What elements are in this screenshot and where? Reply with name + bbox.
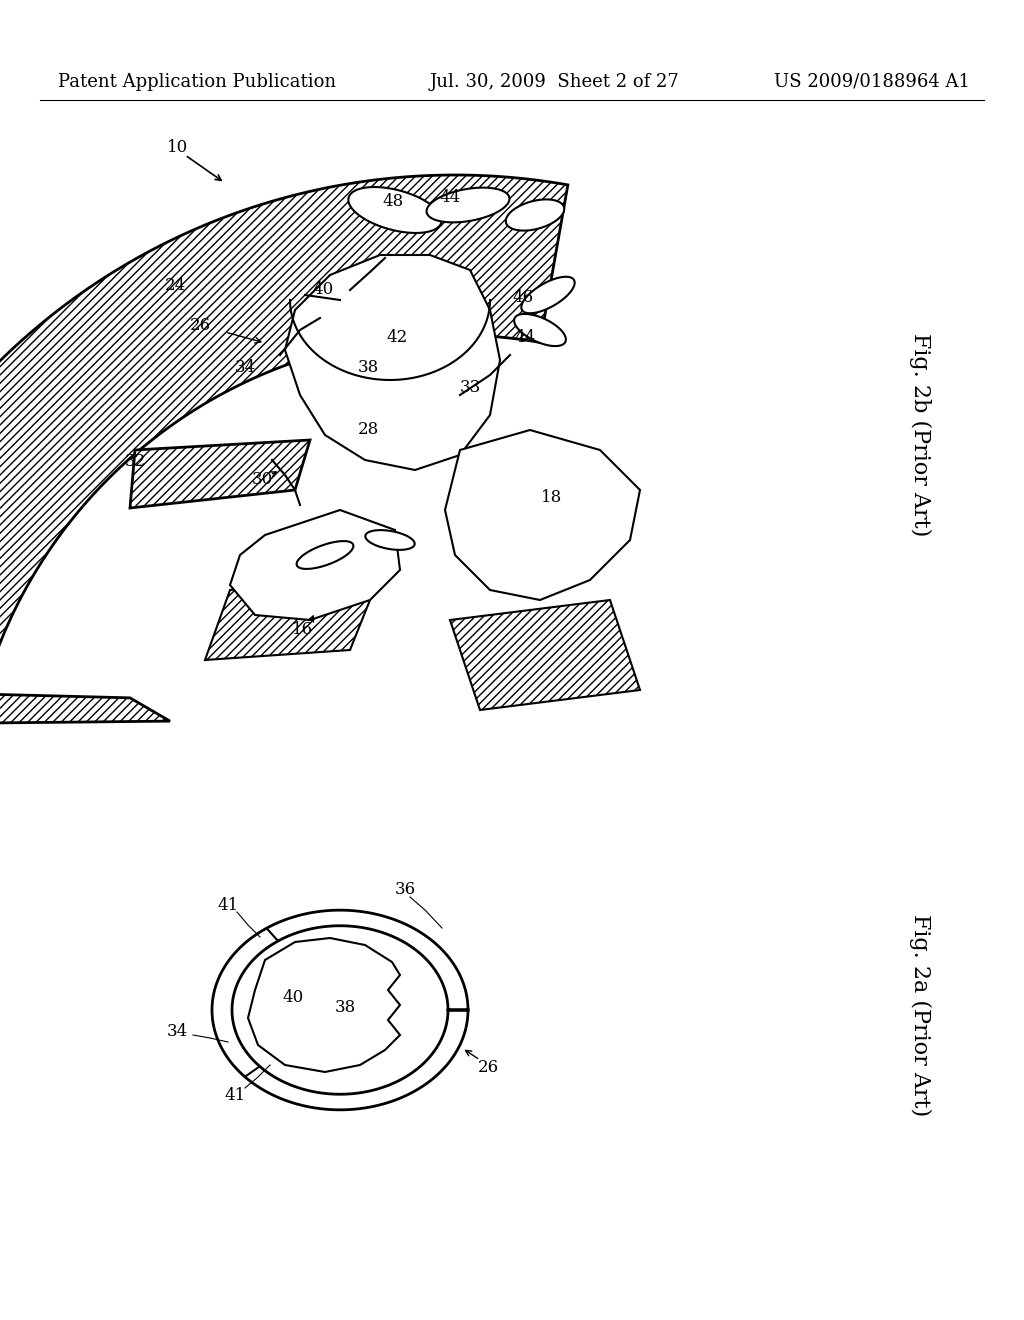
Text: 44: 44 <box>514 330 536 346</box>
Text: 33: 33 <box>460 380 480 396</box>
Text: 26: 26 <box>477 1060 499 1077</box>
Polygon shape <box>427 187 510 222</box>
Polygon shape <box>0 690 170 723</box>
Polygon shape <box>506 199 564 231</box>
Polygon shape <box>297 541 353 569</box>
Text: US 2009/0188964 A1: US 2009/0188964 A1 <box>774 73 970 91</box>
Text: 46: 46 <box>512 289 534 306</box>
Polygon shape <box>450 601 640 710</box>
Polygon shape <box>285 255 500 470</box>
Text: 34: 34 <box>166 1023 187 1040</box>
Text: Fig. 2b (Prior Art): Fig. 2b (Prior Art) <box>909 334 931 537</box>
Text: 36: 36 <box>394 882 416 899</box>
Text: Fig. 2a (Prior Art): Fig. 2a (Prior Art) <box>909 913 931 1117</box>
Text: 40: 40 <box>312 281 334 298</box>
Text: 10: 10 <box>167 140 188 157</box>
Text: 34: 34 <box>234 359 256 376</box>
Text: 38: 38 <box>335 999 355 1016</box>
Text: 40: 40 <box>283 990 304 1006</box>
Text: 41: 41 <box>224 1086 246 1104</box>
Text: 16: 16 <box>292 622 312 639</box>
Polygon shape <box>445 430 640 601</box>
Text: 32: 32 <box>124 454 145 470</box>
Text: Jul. 30, 2009  Sheet 2 of 27: Jul. 30, 2009 Sheet 2 of 27 <box>430 73 680 91</box>
Text: 18: 18 <box>542 490 562 507</box>
Polygon shape <box>366 531 415 550</box>
Text: 24: 24 <box>165 276 185 293</box>
Polygon shape <box>205 576 380 660</box>
Text: 41: 41 <box>217 896 239 913</box>
Polygon shape <box>230 510 400 620</box>
Text: 48: 48 <box>382 194 403 210</box>
Text: 44: 44 <box>439 189 461 206</box>
Text: 42: 42 <box>386 330 408 346</box>
Text: 38: 38 <box>357 359 379 376</box>
Polygon shape <box>514 314 566 346</box>
Polygon shape <box>521 277 574 313</box>
Polygon shape <box>348 187 441 232</box>
Text: 28: 28 <box>357 421 379 438</box>
Text: Patent Application Publication: Patent Application Publication <box>58 73 336 91</box>
Polygon shape <box>212 911 468 1110</box>
Polygon shape <box>130 440 310 508</box>
Text: 26: 26 <box>189 317 211 334</box>
Polygon shape <box>248 939 400 1072</box>
Polygon shape <box>0 176 568 723</box>
Text: 30: 30 <box>251 471 272 488</box>
